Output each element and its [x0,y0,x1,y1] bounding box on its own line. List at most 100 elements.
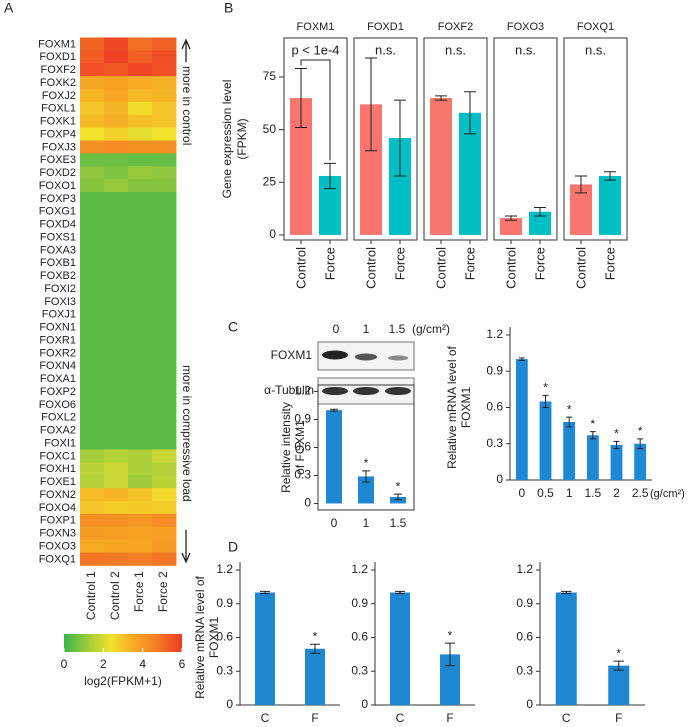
heat-cell [104,166,129,180]
heat-cell [80,256,105,270]
heat-cell [80,230,105,244]
y-tick-label: 0.9 [294,412,311,426]
row-label: FOXO6 [39,399,76,411]
facet-title: FOXD1 [367,21,404,33]
x-tick-label: Control [293,247,308,289]
row-label: FOXD4 [39,219,76,231]
error-bar [445,642,455,667]
x-tick-label: C [562,711,571,725]
heat-cell [80,101,105,116]
heat-cell [104,204,129,219]
heat-cell [80,449,105,463]
row-label: FOXP4 [40,128,76,140]
heat-cell [128,359,153,373]
bar [388,138,411,235]
heat-cell [152,539,177,553]
heat-cell [80,166,105,180]
heat-cell [152,449,177,463]
significance-label: * [543,381,548,395]
blot-band [322,350,348,360]
facet-frame [283,37,348,241]
significance-label: n.s. [515,42,536,57]
row-label: FOXR1 [39,334,76,346]
row-label: FOXD2 [39,167,76,179]
x-tick-label: Control [433,247,448,289]
heat-cell [152,501,177,515]
row-label: FOXG1 [39,206,76,218]
y-tick-label: 1.2 [351,562,368,576]
heat-cell [128,243,153,257]
heat-cell [128,295,153,309]
heat-cell [128,89,153,103]
y-axis-label: Gene expression level [220,80,234,199]
row-label: FOXQ1 [39,553,76,565]
heat-cell [80,539,105,553]
error-bar [505,215,518,221]
heat-cell [80,526,105,541]
heat-cell [104,89,129,103]
heat-cell [104,320,129,335]
y-axis-label: (FPKM) [235,118,249,159]
y-tick-label: 0.6 [294,440,311,454]
row-label: FOXH1 [39,463,76,475]
y-tick-label: 0.6 [216,630,233,644]
error-bar [542,394,549,408]
bar [290,98,313,235]
heat-cell [152,513,177,528]
heat-cell [80,63,105,77]
heat-cell [152,320,177,335]
row-label: FOXS1 [40,231,76,243]
heat-cell [152,192,177,206]
x-tick-label: F [311,711,318,725]
heat-cell [80,153,105,167]
heat-cell [152,410,177,425]
x-tick-label: Control [573,247,588,289]
row-label: FOXO3 [39,540,76,552]
heat-cell [104,217,129,232]
bar [570,184,593,235]
heat-cell [104,385,129,399]
heat-cell [152,37,177,51]
y-tick-label: 0 [361,697,368,711]
heat-cell [104,307,129,322]
heat-cell [80,76,105,90]
heat-cell [152,114,177,129]
colorbar [64,634,182,652]
error-bar [575,175,588,194]
heat-cell [80,217,105,232]
error-bar [518,357,525,361]
significance-label: * [614,427,619,441]
row-label: FOXC1 [39,450,76,462]
heat-cell [80,333,105,347]
x-tick-label: 2 [613,486,620,500]
blot-band [353,387,379,395]
heat-cell [152,398,177,412]
heat-cell [128,462,153,476]
heat-cell [104,501,129,515]
significance-label: n.s. [585,42,606,57]
heat-cell [104,423,129,438]
colorbar-title: log2(FPKM+1) [84,674,162,688]
bar [539,401,552,480]
colorbar-tick-label: 4 [139,657,146,671]
column-label: Control 1 [84,571,98,620]
heat-cell [152,346,177,360]
bar [318,175,341,235]
heat-cell [80,552,105,566]
heat-cell [80,359,105,373]
x-tick-label: C [261,711,270,725]
y-tick-label: 0.9 [486,363,503,377]
facet-title: FOXM1 [297,21,335,33]
heat-cell [104,552,129,566]
bar [305,648,325,705]
y-tick-label: 0.6 [351,630,368,644]
heat-cell [128,552,153,566]
error-bar [394,493,402,501]
heat-cell [152,204,177,219]
row-label: FOXN1 [39,322,76,334]
y-axis-label: of FOXM1 [293,420,307,475]
heat-cell [80,346,105,360]
bar [598,175,621,235]
